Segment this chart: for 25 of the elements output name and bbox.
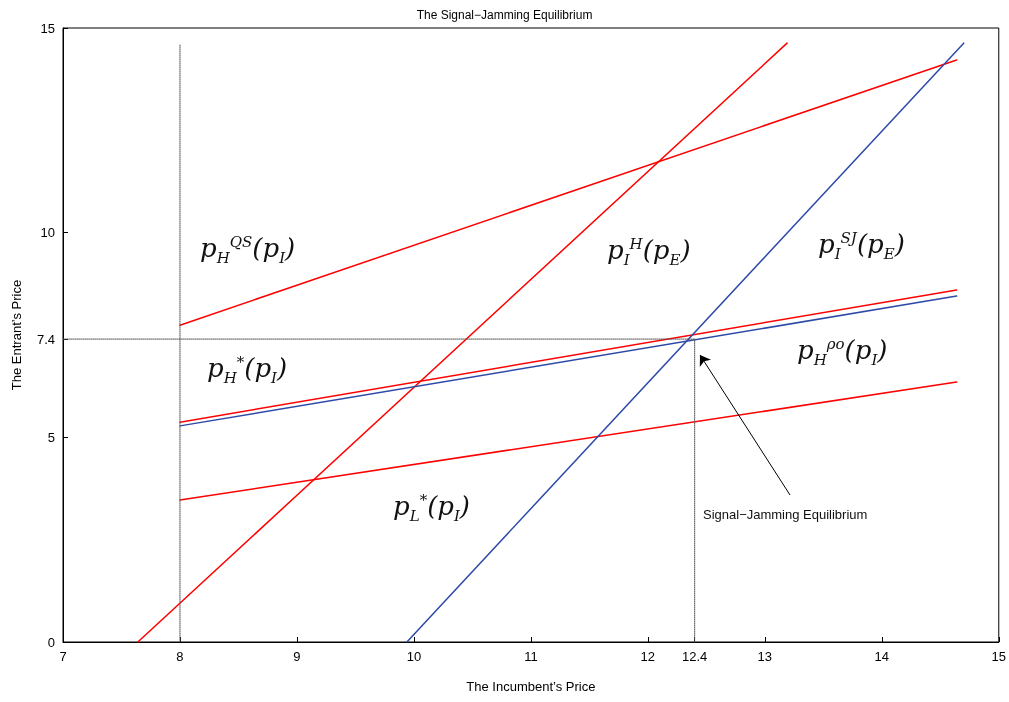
- x-tick-label: 8: [176, 649, 184, 664]
- y-axis-title: The Entrant’s Price: [9, 279, 24, 391]
- chart-title: The Signal−Jamming Equilibrium: [416, 8, 593, 22]
- x-tick-label: 12.4: [681, 649, 708, 664]
- x-tick-label: 10: [406, 649, 422, 664]
- x-tick-label: 13: [757, 649, 773, 664]
- y-tick-label: 0: [47, 634, 55, 650]
- annotation: p$_{L}$$^{*}$(p$_{I}$): [393, 490, 471, 526]
- annotation: p$_{I}$$^{H}$(p$_{E}$): [607, 234, 691, 270]
- y-tick-label: 15: [40, 20, 55, 36]
- x-tick-label: 14: [874, 649, 890, 664]
- annotation: p$_{H}$$^{QS}$(p$_{I}$): [200, 232, 296, 268]
- x-tick-label: 12: [640, 649, 656, 664]
- y-tick-label: 5: [47, 429, 55, 445]
- x-axis-title: The Incumbent’s Price: [466, 679, 596, 694]
- annotation: p$_{I}$$^{SJ}$(p$_{E}$): [818, 228, 905, 264]
- annotation: Signal−Jamming Equilibrium: [703, 507, 868, 522]
- annotation: p$_{H}$$^{*}$(p$_{I}$): [207, 352, 288, 388]
- annotation: p$_{H}$$^{ρo}$(p$_{I}$): [797, 334, 888, 370]
- x-tick-label: 7: [59, 649, 67, 664]
- y-tick-label: 7.4: [36, 331, 55, 347]
- x-tick-label: 15: [991, 649, 1006, 664]
- x-tick-label: 9: [293, 649, 301, 664]
- y-tick-label: 10: [40, 225, 55, 241]
- x-tick-label: 11: [524, 649, 538, 664]
